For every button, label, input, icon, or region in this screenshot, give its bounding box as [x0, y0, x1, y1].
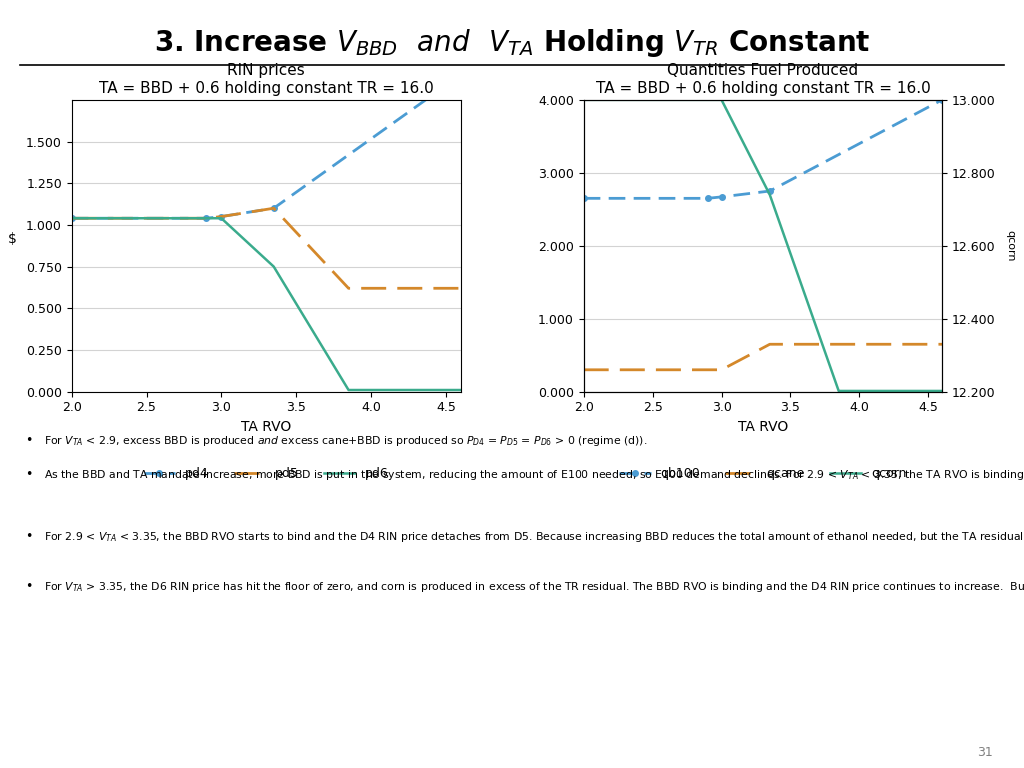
Text: For $V_{TA}$ < 2.9, excess BBD is produced $and$ excess cane+BBD is produced so : For $V_{TA}$ < 2.9, excess BBD is produc… — [44, 434, 647, 448]
X-axis label: TA RVO: TA RVO — [737, 420, 788, 434]
Text: As the BBD and TA mandate increase, more BBD is put in the system, reducing the : As the BBD and TA mandate increase, more… — [44, 468, 1024, 482]
Title: Quantities Fuel Produced
TA = BBD + 0.6 holding constant TR = 16.0: Quantities Fuel Produced TA = BBD + 0.6 … — [596, 64, 930, 96]
Text: 3. Increase $V_{BBD}$  $and$  $V_{TA}$ Holding $V_{TR}$ Constant: 3. Increase $V_{BBD}$ $and$ $V_{TA}$ Hol… — [154, 27, 870, 59]
Text: 31: 31 — [978, 746, 993, 759]
Text: •: • — [26, 434, 33, 447]
Y-axis label: $: $ — [7, 232, 16, 246]
Title: RIN prices
TA = BBD + 0.6 holding constant TR = 16.0: RIN prices TA = BBD + 0.6 holding consta… — [99, 64, 433, 96]
Text: •: • — [26, 580, 33, 593]
Legend: qb100, qcane, qcorn: qb100, qcane, qcorn — [614, 462, 911, 485]
Text: •: • — [26, 530, 33, 543]
Text: For $V_{TA}$ > 3.35, the D6 RIN price has hit the floor of zero, and corn is pro: For $V_{TA}$ > 3.35, the D6 RIN price ha… — [44, 580, 1024, 594]
Text: •: • — [26, 468, 33, 482]
Legend: pd4, pd5, pd6: pd4, pd5, pd6 — [138, 462, 394, 485]
X-axis label: TA RVO: TA RVO — [241, 420, 292, 434]
Y-axis label: qcorn: qcorn — [1005, 230, 1015, 262]
Text: For 2.9 < $V_{TA}$ < 3.35, the BBD RVO starts to bind and the D4 RIN price detac: For 2.9 < $V_{TA}$ < 3.35, the BBD RVO s… — [44, 530, 1024, 544]
